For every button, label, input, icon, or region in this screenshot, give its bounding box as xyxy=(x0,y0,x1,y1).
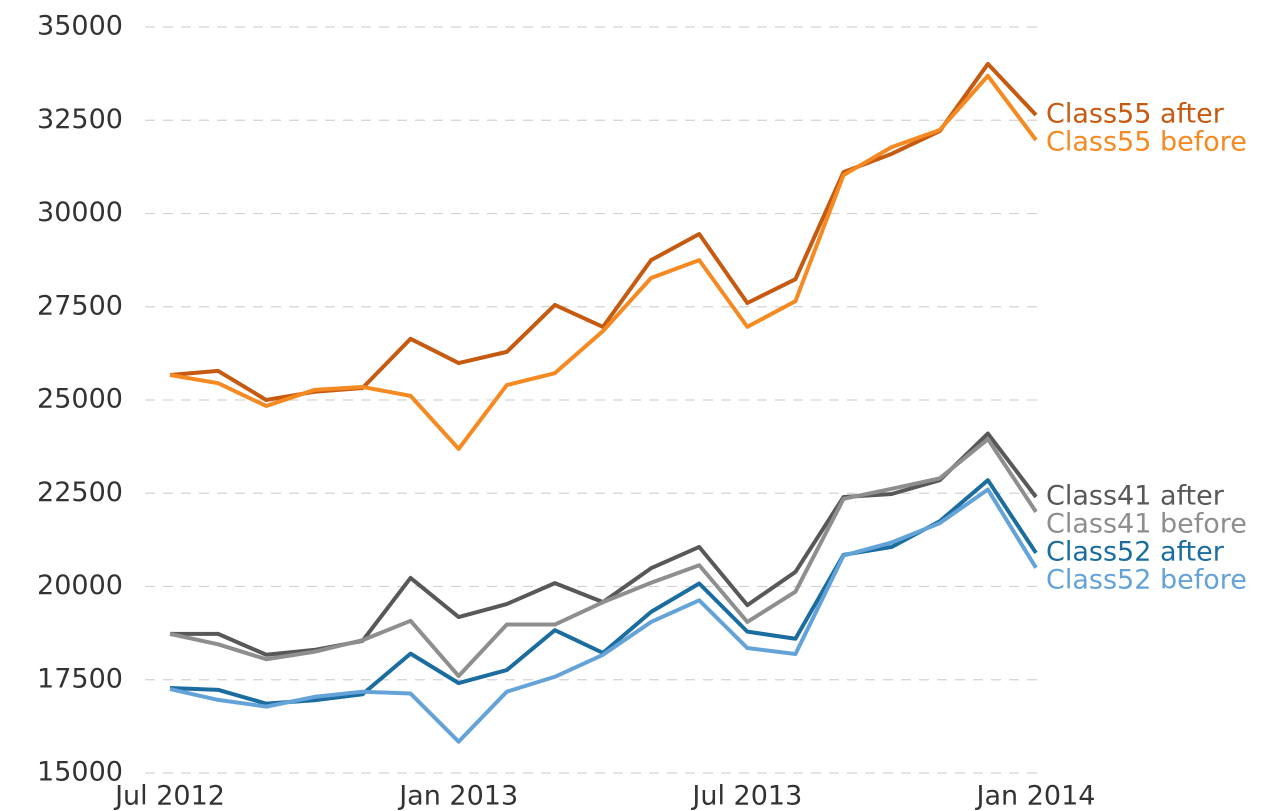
x-tick-label: Jul 2013 xyxy=(690,781,802,811)
y-tick-label: 35000 xyxy=(37,11,123,42)
series-line xyxy=(169,73,1038,451)
x-tick-label: Jan 2013 xyxy=(397,781,518,811)
y-tick-label: 15000 xyxy=(37,757,123,788)
y-tick-label: 20000 xyxy=(37,570,123,601)
y-tick-label: 30000 xyxy=(37,197,123,228)
x-tick-label: Jul 2012 xyxy=(113,781,225,811)
series-line xyxy=(169,61,1038,402)
legend-label: Class41 after xyxy=(1046,480,1225,511)
x-tick-label: Jan 2014 xyxy=(975,781,1096,811)
legend-label: Class41 before xyxy=(1046,508,1247,539)
series-line xyxy=(169,487,1038,744)
series-line xyxy=(169,478,1038,706)
legend-label: Class55 before xyxy=(1046,127,1247,158)
y-tick-label: 27500 xyxy=(37,290,123,321)
legend-label: Class55 after xyxy=(1046,99,1225,130)
y-tick-label: 22500 xyxy=(37,477,123,508)
series-line xyxy=(170,431,1038,657)
y-tick-label: 17500 xyxy=(37,663,123,694)
series-line xyxy=(169,437,1038,679)
y-tick-label: 25000 xyxy=(37,384,123,415)
y-tick-label: 32500 xyxy=(37,104,123,135)
legend-label: Class52 after xyxy=(1046,536,1225,567)
legend-label: Class52 before xyxy=(1046,564,1247,595)
